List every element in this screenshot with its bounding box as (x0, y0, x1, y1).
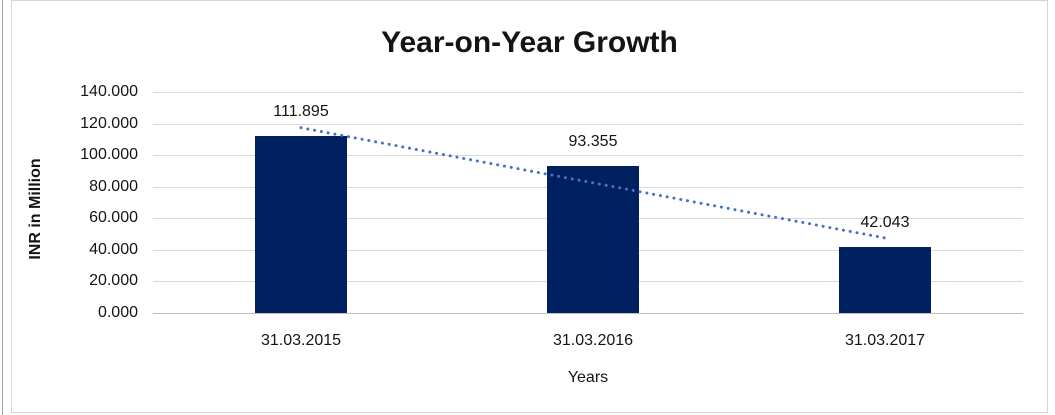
x-axis-title: Years (567, 369, 609, 386)
bar (255, 136, 347, 313)
x-category-label: 31.03.2016 (552, 332, 634, 349)
bar (839, 247, 931, 313)
bar-data-label: 42.043 (860, 214, 910, 231)
y-tick-label: 100.000 (80, 146, 138, 163)
y-tick-label: 80.000 (89, 178, 138, 195)
y-tick-label: 120.000 (80, 115, 138, 132)
bar-data-label: 93.355 (568, 133, 618, 150)
y-tick-label: 60.000 (89, 209, 138, 226)
gridline (153, 124, 1023, 125)
y-tick-label: 0.000 (97, 304, 138, 321)
bar-data-label: 111.895 (273, 103, 329, 120)
y-tick-label: 20.000 (89, 272, 138, 289)
gridline (153, 92, 1023, 93)
chart-title: Year-on-Year Growth (381, 26, 678, 59)
x-category-label: 31.03.2017 (844, 332, 926, 349)
page-edge-line (2, 0, 3, 415)
y-tick-label: 140.000 (80, 83, 138, 100)
bar (547, 166, 639, 313)
x-axis-line (153, 313, 1023, 314)
x-category-label: 31.03.2015 (260, 332, 342, 349)
y-tick-label: 40.000 (89, 241, 138, 258)
